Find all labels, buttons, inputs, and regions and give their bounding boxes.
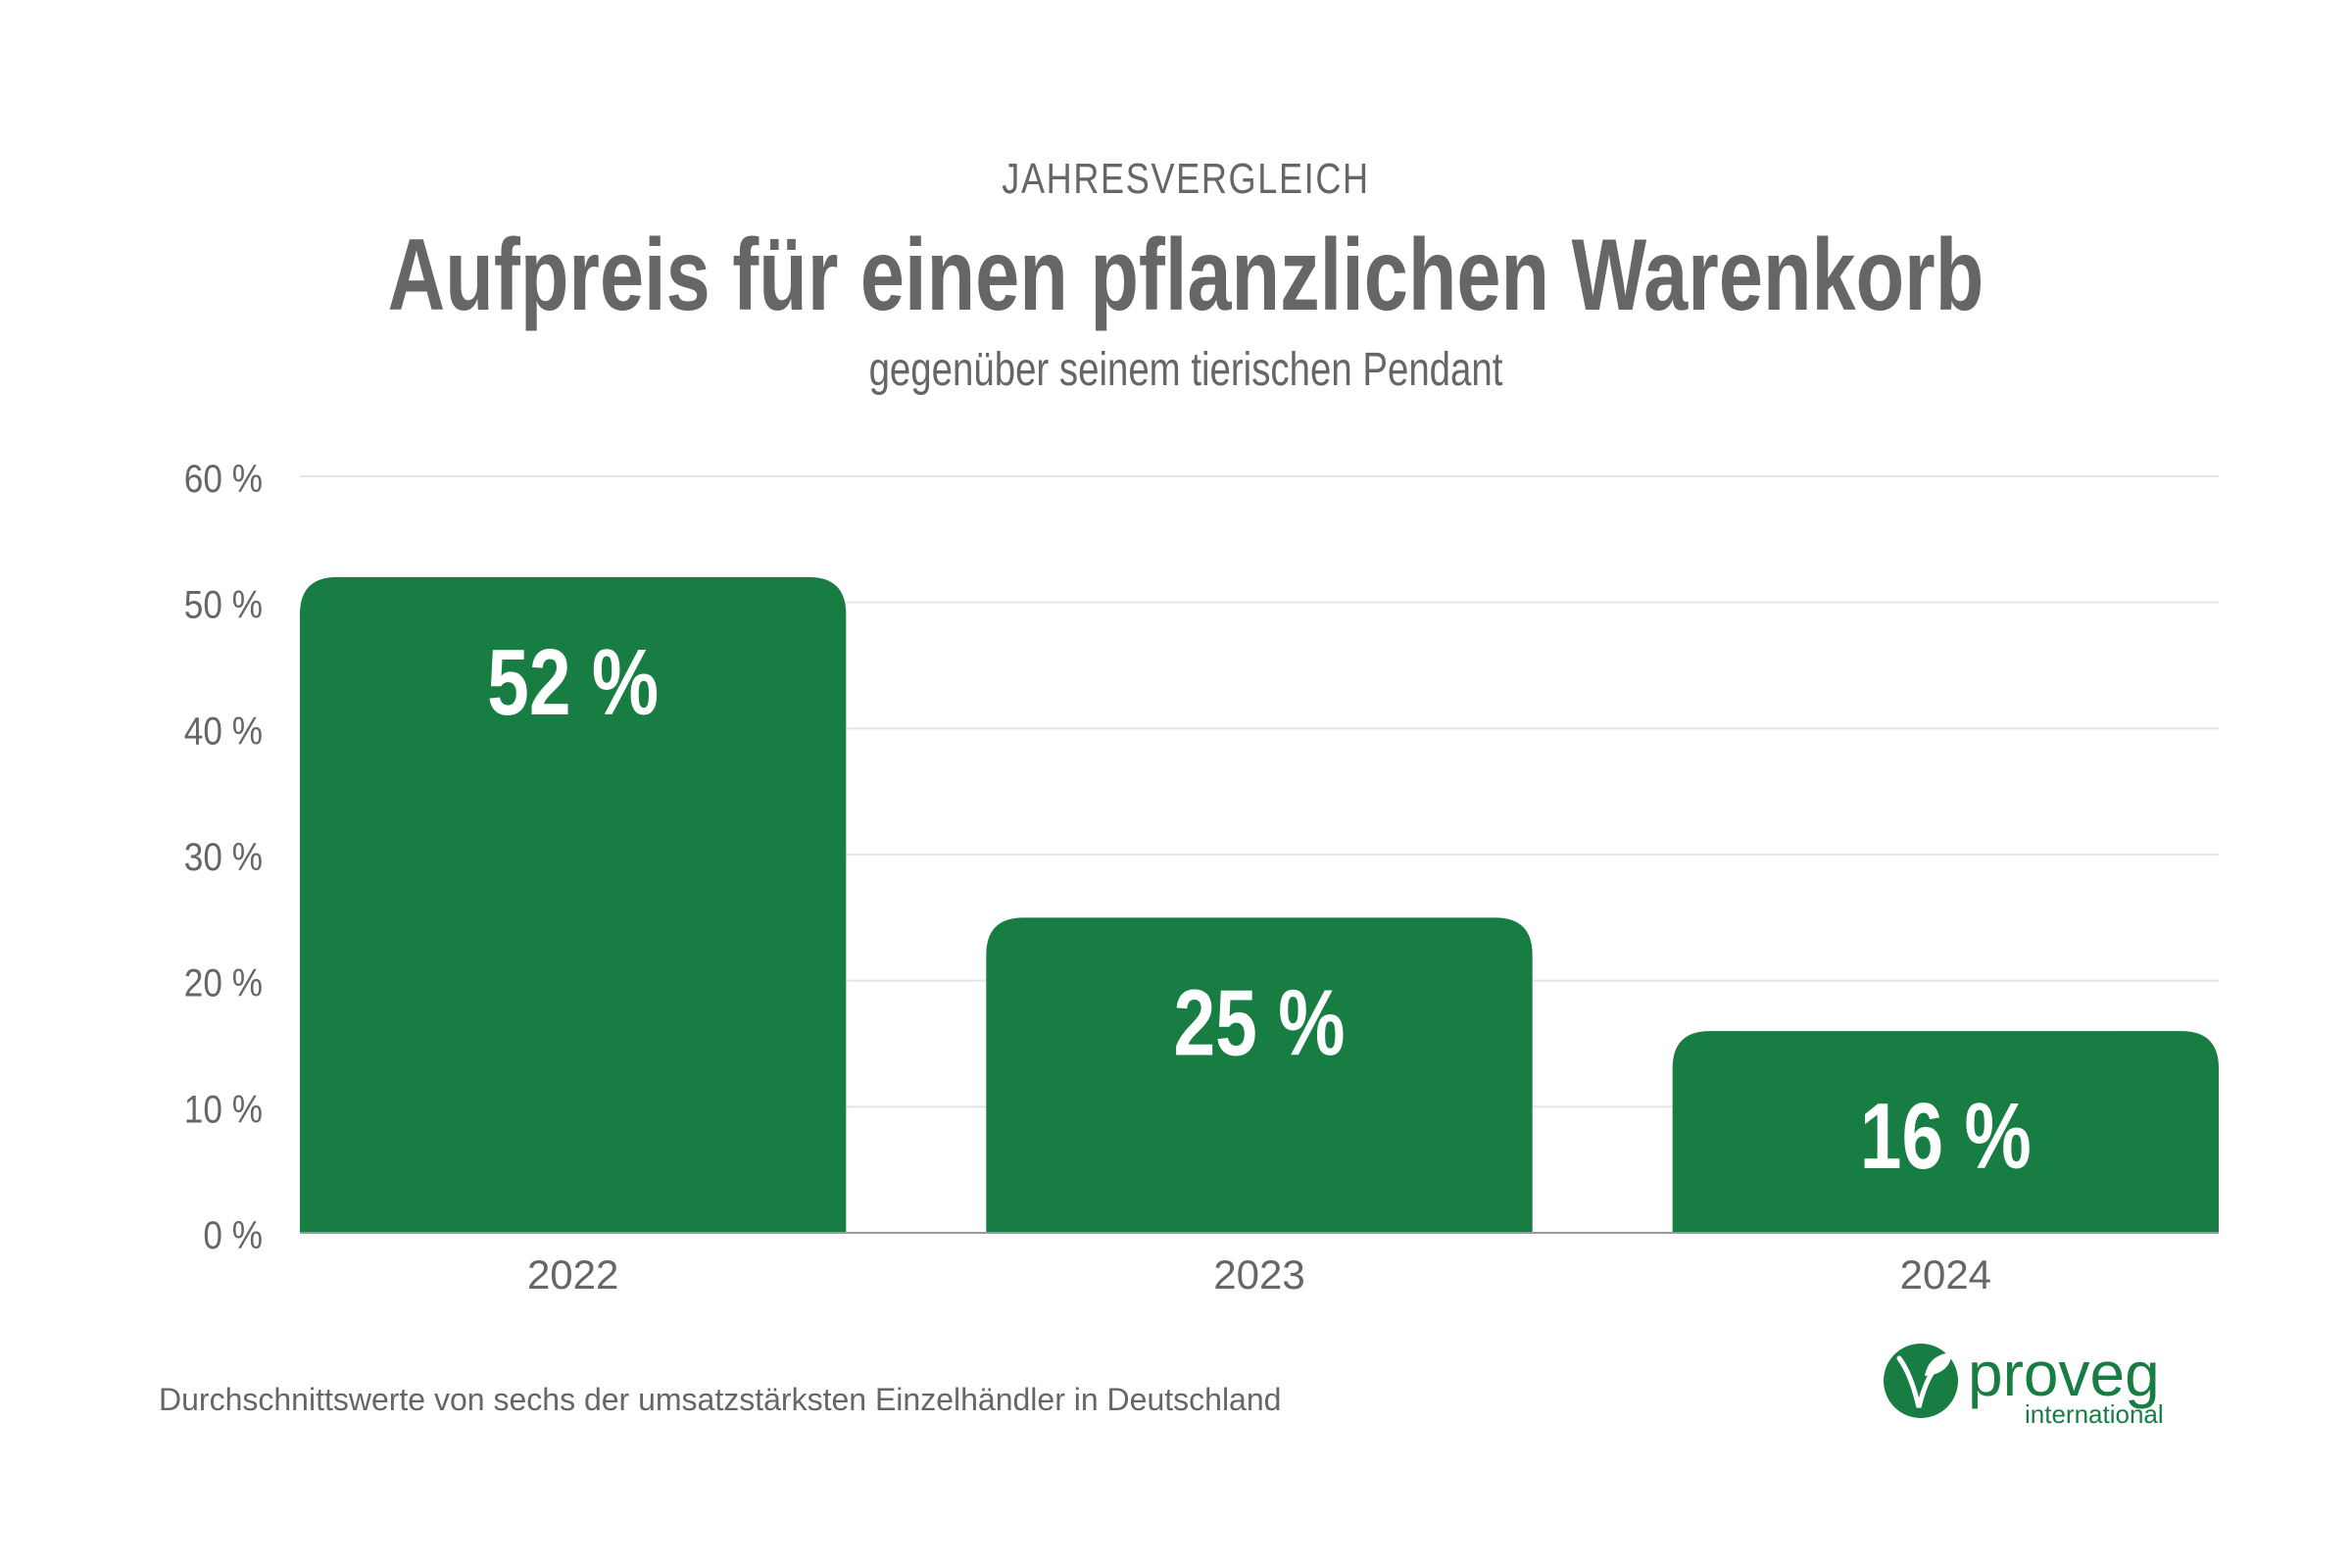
chart-subtitle: gegenüber seinem tierischen Pendant bbox=[868, 344, 1503, 396]
bar-2024 bbox=[1672, 1031, 2219, 1233]
x-axis: 2022 2023 2024 bbox=[527, 1251, 1991, 1298]
y-axis: 0 % 10 % 20 % 30 % 40 % 50 % 60 % bbox=[184, 457, 263, 1257]
y-tick-label: 0 % bbox=[203, 1213, 263, 1257]
logo-tagline: international bbox=[2025, 1399, 2164, 1428]
leaf-icon bbox=[1884, 1344, 1958, 1418]
y-tick-label: 40 % bbox=[184, 709, 263, 753]
chart-title: Aufpreis für einen pflanzlichen Warenkor… bbox=[387, 219, 1984, 332]
logo-wordmark: proveg bbox=[1968, 1339, 2160, 1409]
y-tick-label: 30 % bbox=[184, 835, 263, 879]
data-label: 25 % bbox=[1173, 970, 1345, 1075]
bar-2022 bbox=[300, 576, 847, 1233]
data-label: 52 % bbox=[487, 630, 659, 735]
bar-2023 bbox=[986, 917, 1533, 1233]
proveg-logo: proveg international bbox=[1884, 1339, 2164, 1428]
x-tick-label: 2022 bbox=[527, 1251, 618, 1298]
y-tick-label: 50 % bbox=[184, 583, 263, 627]
bars bbox=[300, 576, 2219, 1233]
y-tick-label: 10 % bbox=[184, 1087, 263, 1131]
data-labels: 52 % 25 % 16 % bbox=[487, 630, 2032, 1189]
x-tick-label: 2024 bbox=[1900, 1251, 1991, 1298]
chart-kicker: JAHRESVERGLEICH bbox=[1002, 155, 1370, 203]
y-tick-label: 20 % bbox=[184, 961, 263, 1005]
x-tick-label: 2023 bbox=[1213, 1251, 1304, 1298]
data-label: 16 % bbox=[1860, 1084, 2032, 1189]
source-note: Durchschnittswerte von sechs der umsatzs… bbox=[159, 1382, 1282, 1417]
y-tick-label: 60 % bbox=[184, 457, 263, 501]
